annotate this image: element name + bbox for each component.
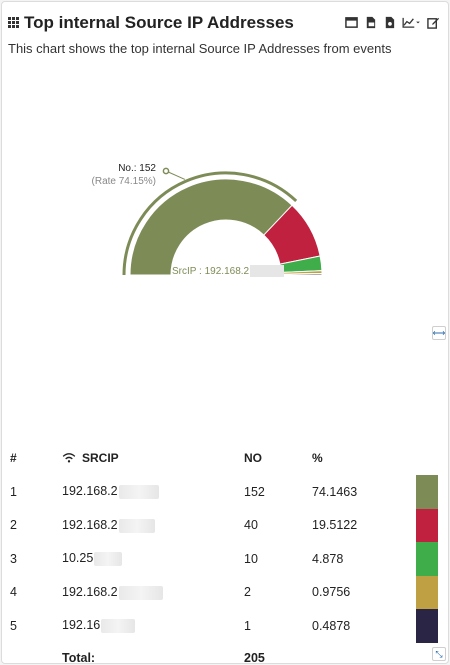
tooltip-count: No.: 152: [118, 163, 156, 174]
row-rank: 4: [10, 585, 17, 600]
masked-ip-blur: [118, 485, 159, 500]
row-ip-cell: 192.168.2: [54, 475, 244, 509]
table-total-row: Total: 205: [8, 643, 444, 664]
panel-header: Top internal Source IP Addresses: [2, 2, 448, 42]
panel-description: This chart shows the top internal Source…: [8, 41, 392, 56]
row-count: 40: [244, 518, 258, 533]
row-ip-cell: 192.16: [54, 609, 244, 643]
tooltip-leader-line: [165, 170, 186, 180]
row-color-swatch: [410, 609, 444, 643]
table-row[interactable]: 1 192.168.2 152 74.1463: [8, 475, 444, 509]
col-pct-header[interactable]: %: [312, 450, 323, 465]
panel-title: Top internal Source IP Addresses: [24, 13, 294, 32]
row-ip-cell: 192.168.2: [54, 576, 244, 610]
row-rank: 3: [10, 551, 17, 566]
resize-corner-icon[interactable]: ⤡: [432, 647, 446, 661]
table-row[interactable]: 5 192.16 1 0.4878: [8, 609, 444, 643]
masked-ip-blur: [101, 619, 136, 634]
masked-ip-blur: [94, 552, 123, 567]
tooltip-rate: (Rate 74.15%): [92, 176, 156, 187]
hover-outline-arc: [122, 171, 298, 276]
semi-donut-chart: No.: 152 (Rate 74.15%) SrcIP : 192.168.2: [92, 163, 323, 277]
center-label: SrcIP : 192.168.2: [172, 266, 250, 277]
wifi-icon: [62, 453, 76, 463]
row-color-swatch: [410, 542, 444, 576]
row-ip: 10.25: [62, 551, 94, 566]
row-color-swatch: [410, 575, 444, 609]
row-count: 1: [244, 618, 251, 633]
data-table: # SRCIP NO % 1 192.168.2 152 74.1463 2 192.16…: [8, 440, 444, 664]
masked-ip-blur: [118, 518, 155, 533]
table-body: 1 192.168.2 152 74.1463 2 192.168.2 40 19.5122 3…: [8, 475, 444, 664]
table-row[interactable]: 2 192.168.2 40 19.5122: [8, 508, 444, 543]
col-rank-header[interactable]: #: [10, 450, 17, 465]
row-color-swatch: [410, 508, 444, 542]
col-srcip-header[interactable]: SRCIP: [54, 440, 244, 475]
drag-grid-icon[interactable]: [8, 17, 19, 28]
table-row[interactable]: 3 10.25 10 4.878: [8, 542, 444, 576]
panel-toolbar: [344, 15, 440, 29]
chart-type-icon[interactable]: [401, 15, 421, 29]
donut-slice-1[interactable]: [129, 178, 293, 276]
col-srcip-label: SRCIP: [82, 450, 119, 465]
row-ip: 192.168.2: [62, 517, 118, 532]
total-label: Total:: [62, 650, 96, 664]
row-count: 152: [244, 484, 265, 499]
edit-icon[interactable]: [426, 15, 440, 29]
col-color-header: [410, 440, 444, 475]
row-ip: 192.168.2: [62, 584, 118, 599]
row-rank: 1: [10, 484, 17, 499]
row-percent: 0.4878: [312, 618, 351, 633]
col-no-header[interactable]: NO: [244, 450, 262, 465]
masked-ip-blur: [118, 585, 163, 600]
masked-ip-blur: [250, 265, 284, 277]
row-count: 10: [244, 551, 258, 566]
table-row[interactable]: 4 192.168.2 2 0.9756: [8, 575, 444, 610]
total-value: 205: [244, 650, 265, 664]
row-ip-cell: 192.168.2: [54, 509, 244, 543]
row-count: 2: [244, 585, 251, 600]
expand-horizontal-icon[interactable]: ⟷: [432, 326, 446, 340]
row-rank: 5: [10, 618, 17, 633]
row-percent: 74.1463: [312, 484, 358, 499]
row-rank: 2: [10, 518, 17, 533]
row-ip: 192.168.2: [62, 484, 118, 499]
tooltip-anchor-dot: [162, 167, 170, 175]
row-ip: 192.16: [62, 618, 101, 633]
total-spacer: [8, 643, 54, 664]
row-color-swatch: [410, 475, 444, 509]
row-percent: 4.878: [312, 551, 344, 566]
table-header-row: # SRCIP NO %: [8, 440, 444, 475]
row-ip-cell: 10.25: [54, 542, 244, 576]
csv-export-icon[interactable]: [363, 15, 377, 29]
row-percent: 19.5122: [312, 518, 358, 533]
donut-slice-5[interactable]: [280, 273, 323, 276]
row-percent: 0.9756: [312, 585, 351, 600]
window-icon[interactable]: [344, 15, 358, 29]
pdf-export-icon[interactable]: [382, 15, 396, 29]
